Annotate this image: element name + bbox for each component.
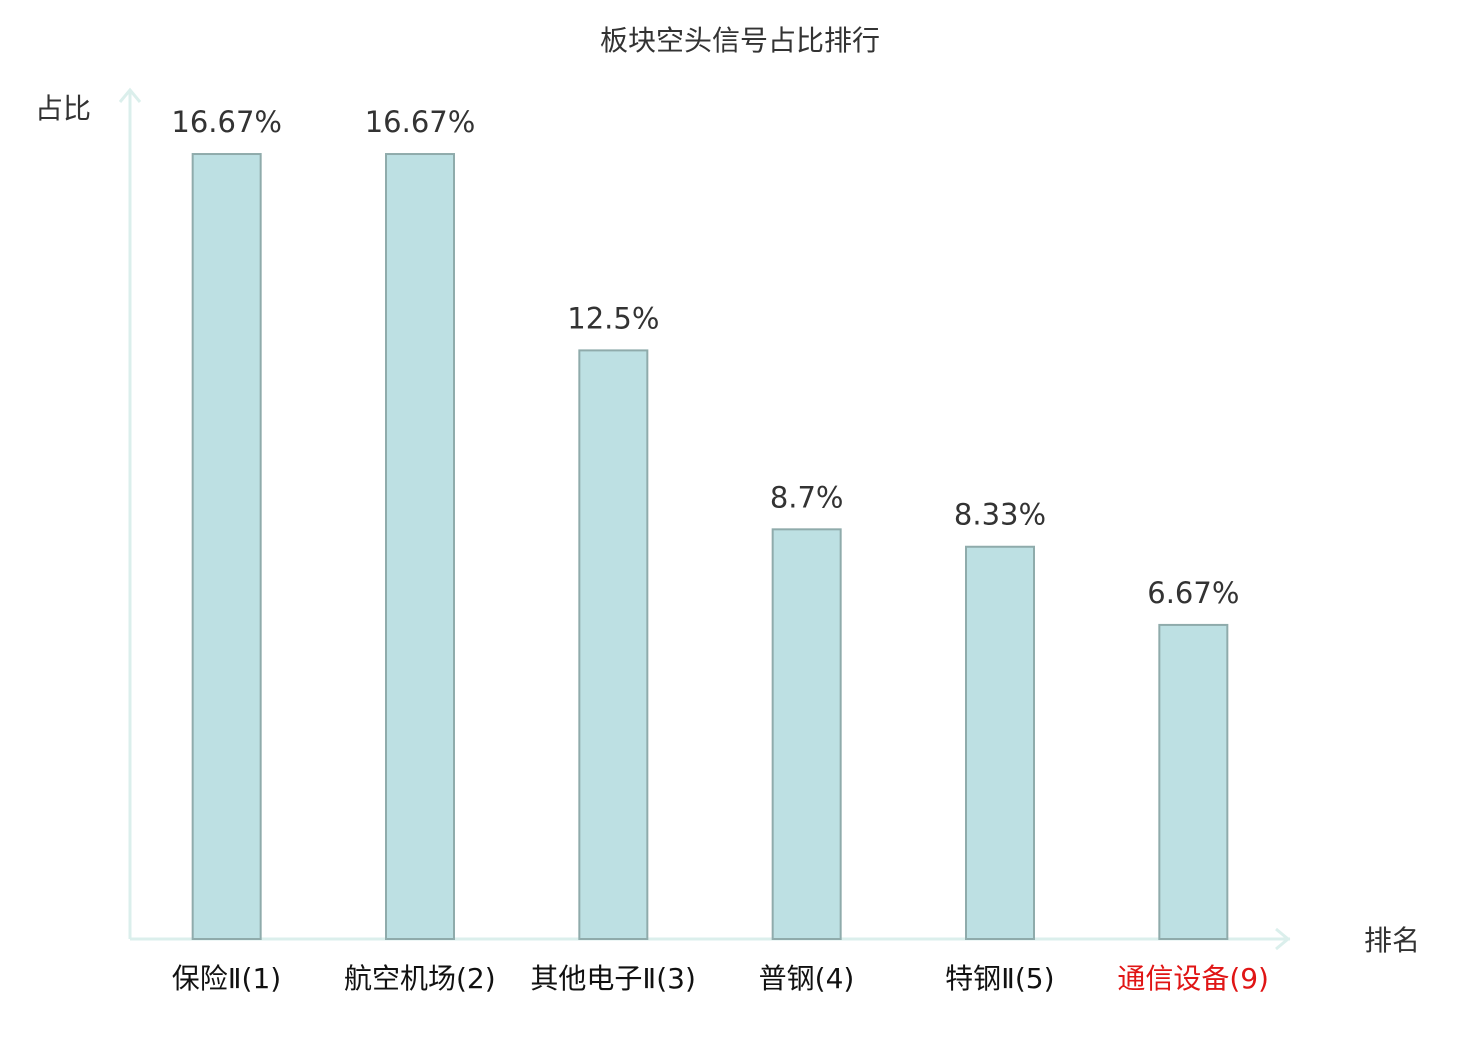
x-arrow xyxy=(1275,927,1291,951)
x-tick-label: 普钢(4) xyxy=(758,962,855,995)
bar xyxy=(1158,623,1229,940)
bar xyxy=(578,349,649,940)
value-label: 12.5% xyxy=(567,301,659,335)
x-axis-label: 排名 xyxy=(1364,924,1420,957)
bar xyxy=(965,545,1035,941)
x-tick-label: 通信设备(9) xyxy=(1117,962,1269,995)
axes xyxy=(118,87,1291,951)
value-label: 16.67% xyxy=(171,105,282,139)
value-label: 16.67% xyxy=(365,105,476,139)
bar xyxy=(771,528,842,940)
x-tick-label: 保险Ⅱ(1) xyxy=(171,962,282,995)
y-axis-label: 占比 xyxy=(35,92,91,125)
value-label: 8.7% xyxy=(770,480,844,514)
y-arrow xyxy=(118,87,142,103)
value-label: 6.67% xyxy=(1147,576,1239,610)
bar xyxy=(385,153,455,941)
x-tick-label: 航空机场(2) xyxy=(343,962,496,995)
x-tick-label: 特钢Ⅱ(5) xyxy=(945,962,1055,995)
value-label: 8.33% xyxy=(954,498,1046,532)
x-tick-label: 其他电子Ⅱ(3) xyxy=(530,962,696,995)
chart-title: 板块空头信号占比排行 xyxy=(600,24,880,57)
bar xyxy=(191,153,262,941)
